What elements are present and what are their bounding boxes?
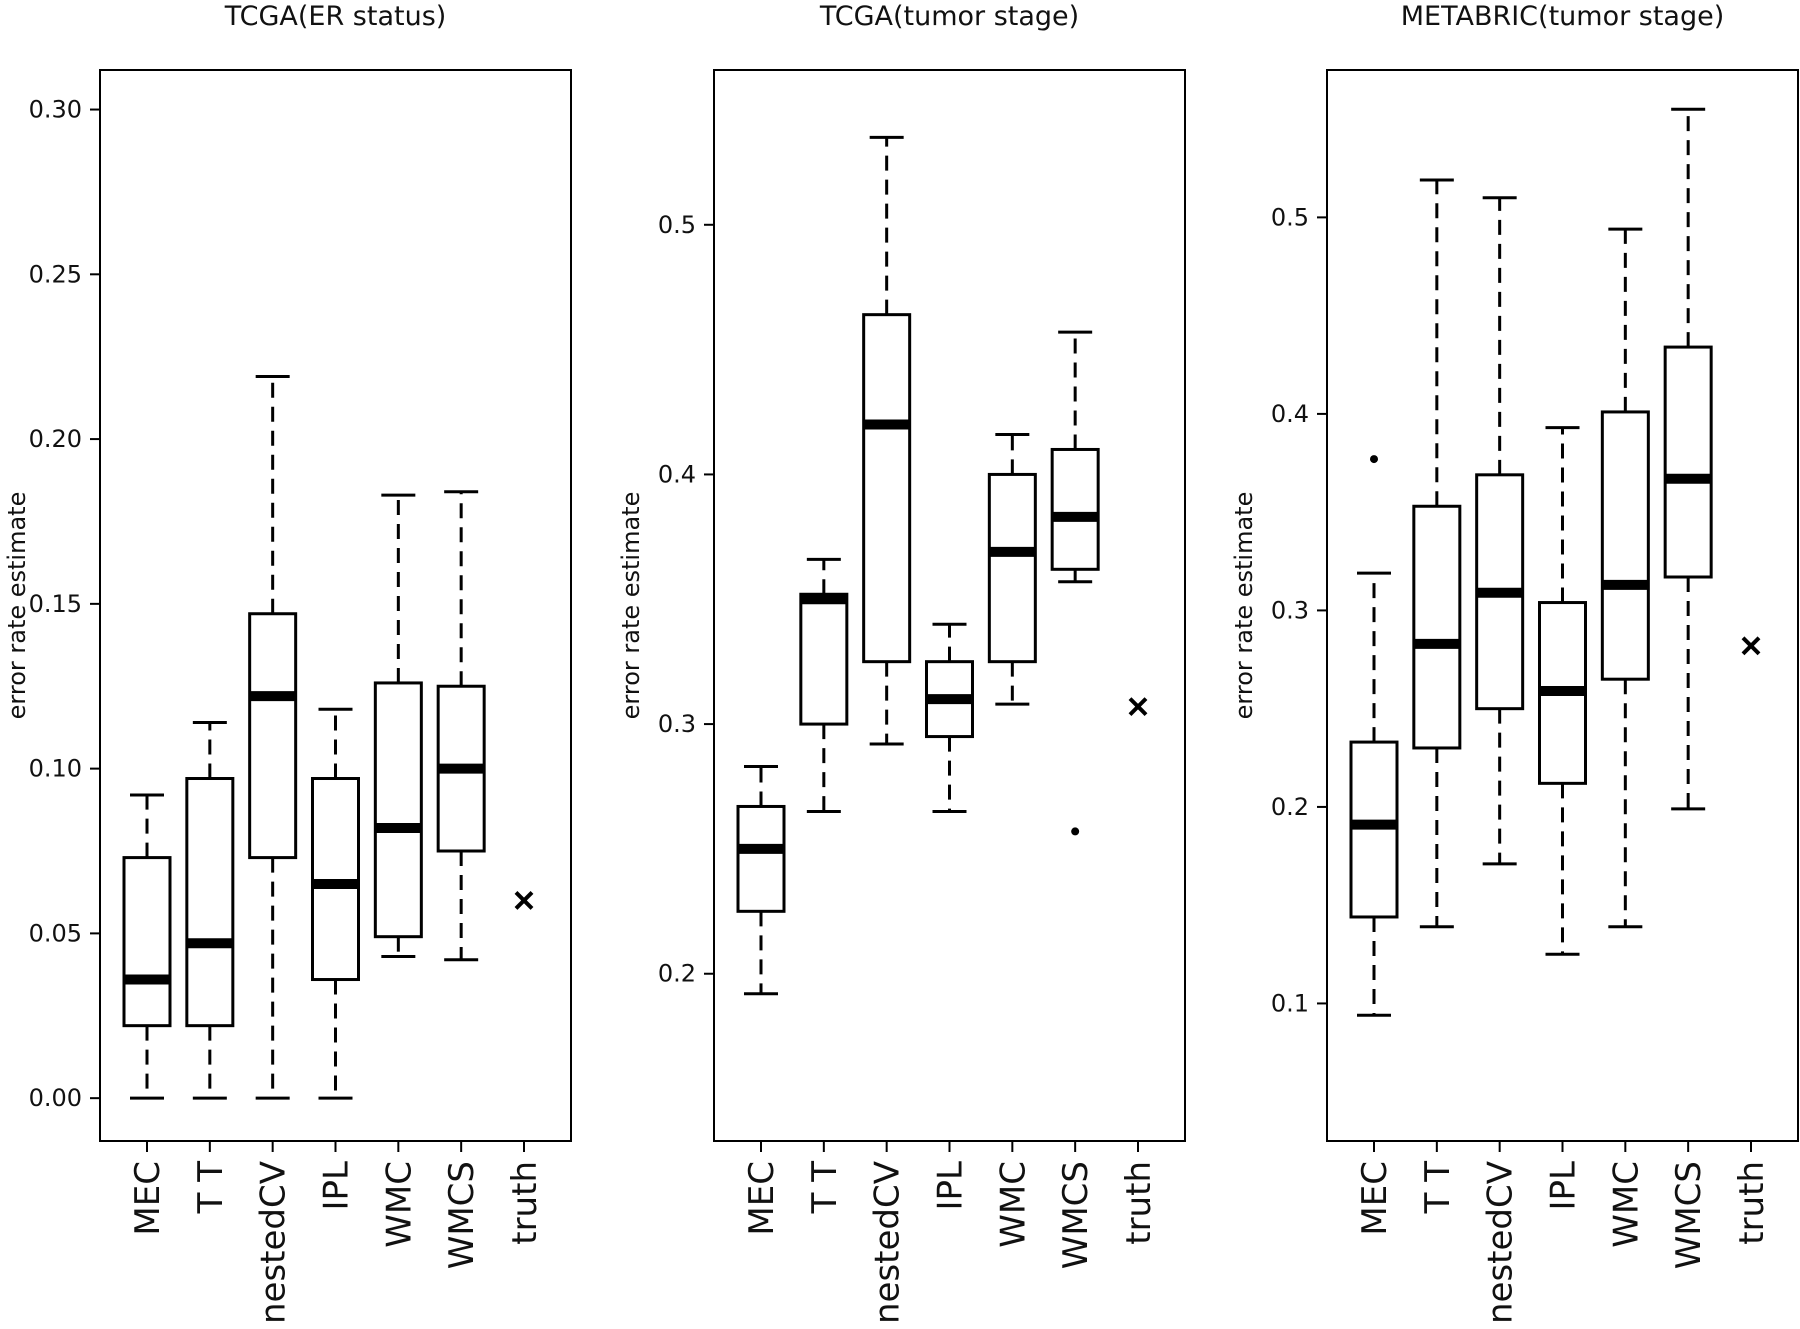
x-tick-label: truth bbox=[1119, 1161, 1159, 1245]
truth-stroke bbox=[1128, 697, 1148, 717]
y-tick-label: 0.4 bbox=[1271, 400, 1309, 428]
y-tick-label: 0.00 bbox=[29, 1084, 82, 1112]
x-tick-label: WMC bbox=[1606, 1161, 1646, 1248]
y-tick-label: 0.5 bbox=[1271, 203, 1309, 231]
iqr-box bbox=[862, 313, 912, 664]
box-nestedcv bbox=[248, 374, 298, 1100]
box-mec bbox=[1349, 455, 1399, 1017]
truth-stroke bbox=[514, 891, 534, 910]
y-tick-label: 0.3 bbox=[658, 710, 696, 738]
panel-1: TCGA(ER status) 0.00 0.05 0.10 0.15 0.20 0.25 0… bbox=[3, 1, 572, 1324]
box-wmcs bbox=[1050, 330, 1100, 836]
x-tick-label: nestedCV bbox=[1481, 1161, 1521, 1324]
panel-2: TCGA(tumor stage) 0.2 0.3 0.4 0.5 error rate … bbox=[617, 1, 1186, 1324]
iqr-box bbox=[185, 777, 235, 1028]
panel-title: TCGA(ER status) bbox=[224, 1, 447, 32]
y-tick-label: 0.10 bbox=[29, 755, 82, 783]
truth-marker bbox=[1128, 697, 1148, 717]
panel-title: METABRIC(tumor stage) bbox=[1401, 1, 1725, 32]
box-tt bbox=[1412, 178, 1462, 929]
iqr-box bbox=[1412, 504, 1462, 750]
box-ipl bbox=[311, 707, 360, 1100]
x-tick-label: truth bbox=[505, 1161, 545, 1245]
iqr-box bbox=[373, 681, 423, 939]
panel-title: TCGA(tumor stage) bbox=[819, 1, 1079, 32]
box-wmcs bbox=[1663, 107, 1713, 811]
y-tick-label: 0.4 bbox=[658, 460, 696, 488]
y-tick-label: 0.5 bbox=[658, 211, 696, 239]
x-tick-label: WMCS bbox=[1056, 1161, 1096, 1269]
iqr-box bbox=[1663, 345, 1713, 579]
x-tick-label: WMCS bbox=[1669, 1161, 1709, 1269]
x-tick-label: MEC bbox=[1355, 1161, 1395, 1236]
box-ipl bbox=[925, 622, 974, 813]
truth-marker bbox=[514, 891, 534, 910]
y-tick-label: 0.1 bbox=[1271, 989, 1309, 1017]
truth-stroke bbox=[1741, 636, 1761, 656]
x-tick-label: WMCS bbox=[442, 1161, 482, 1269]
x-tick-label: T T bbox=[805, 1161, 845, 1215]
box-mec bbox=[122, 793, 172, 1100]
x-tick-label: T T bbox=[1418, 1161, 1458, 1215]
iqr-box bbox=[248, 612, 298, 860]
box-nestedcv bbox=[1475, 196, 1525, 866]
box-mec bbox=[736, 765, 786, 996]
plot-frame bbox=[713, 69, 1186, 1142]
y-axis-label: error rate estimate bbox=[617, 492, 645, 720]
x-tick-label: T T bbox=[191, 1161, 231, 1215]
y-tick-label: 0.30 bbox=[29, 96, 82, 124]
x-tick-label: truth bbox=[1732, 1161, 1772, 1245]
y-tick-label: 0.25 bbox=[29, 260, 82, 288]
truth-marker bbox=[1741, 636, 1761, 656]
iqr-box bbox=[122, 856, 172, 1028]
x-tick-label: MEC bbox=[742, 1161, 782, 1236]
y-tick-label: 0.05 bbox=[29, 919, 82, 947]
box-wmc bbox=[1600, 227, 1650, 929]
y-tick-label: 0.2 bbox=[658, 960, 696, 988]
box-wmc bbox=[373, 493, 423, 958]
box-nestedcv bbox=[862, 135, 912, 746]
iqr-box bbox=[799, 592, 849, 726]
y-tick-label: 0.3 bbox=[1271, 596, 1309, 624]
x-tick-label: IPL bbox=[1544, 1161, 1584, 1211]
iqr-box bbox=[1600, 410, 1650, 681]
y-axis-label: error rate estimate bbox=[3, 492, 31, 720]
panel-3: METABRIC(tumor stage) 0.1 0.2 0.3 0.4 0.5 erro… bbox=[1230, 1, 1799, 1324]
iqr-box bbox=[1050, 447, 1100, 571]
box-ipl bbox=[1538, 426, 1587, 956]
x-tick-label: MEC bbox=[128, 1161, 168, 1236]
iqr-box bbox=[987, 472, 1037, 664]
x-tick-label: IPL bbox=[931, 1161, 971, 1211]
outlier-point bbox=[1071, 827, 1080, 836]
x-tick-label: WMC bbox=[993, 1161, 1033, 1248]
y-axis-label: error rate estimate bbox=[1230, 492, 1258, 720]
box-tt bbox=[185, 720, 235, 1100]
y-tick-label: 0.15 bbox=[29, 590, 82, 618]
x-tick-label: nestedCV bbox=[254, 1161, 294, 1324]
box-tt bbox=[799, 557, 849, 813]
x-tick-label: IPL bbox=[317, 1161, 357, 1211]
y-tick-label: 0.20 bbox=[29, 425, 82, 453]
box-wmc bbox=[987, 432, 1037, 706]
outlier-point bbox=[1370, 455, 1378, 464]
box-wmcs bbox=[436, 490, 486, 962]
x-tick-label: nestedCV bbox=[868, 1161, 908, 1324]
y-tick-label: 0.2 bbox=[1271, 793, 1309, 821]
iqr-box bbox=[736, 804, 786, 913]
x-tick-label: WMC bbox=[379, 1161, 419, 1248]
